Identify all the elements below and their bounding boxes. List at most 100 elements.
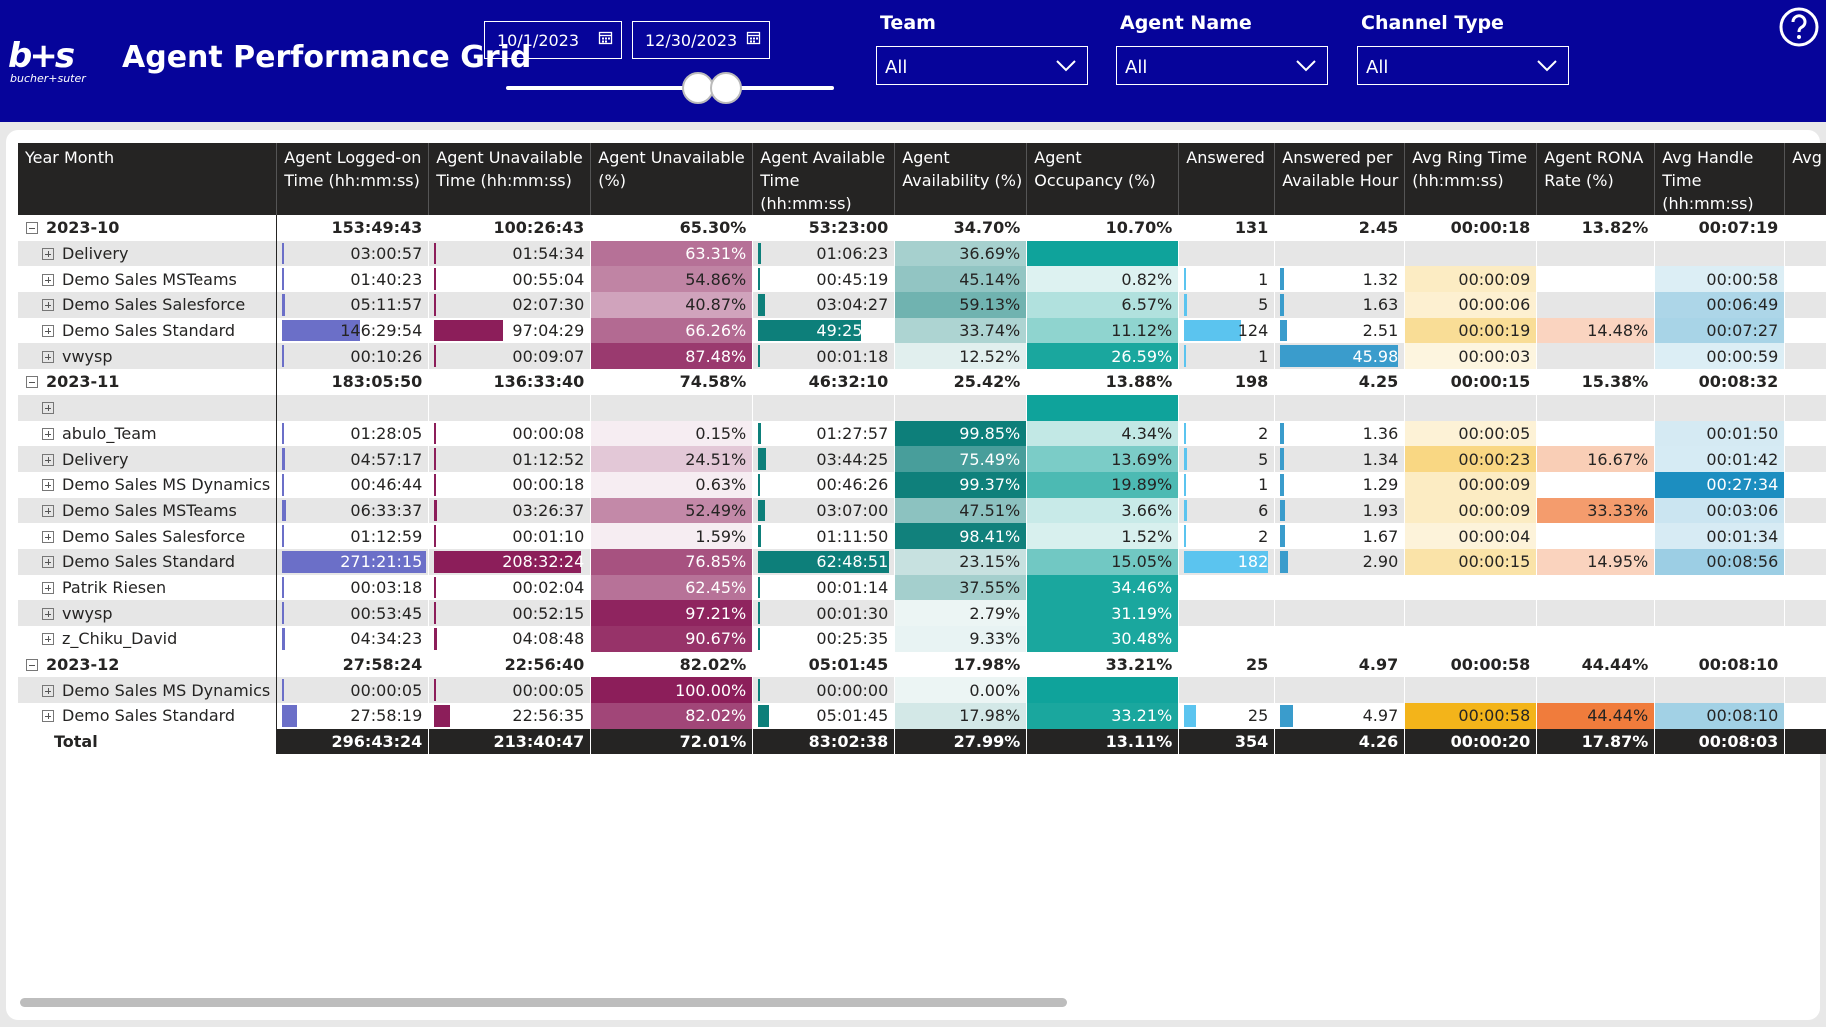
- cell-value: 00:53:45: [350, 603, 423, 623]
- expand-icon[interactable]: [42, 530, 54, 543]
- expand-icon[interactable]: [42, 299, 54, 312]
- table-cell: 19.89%: [1026, 471, 1180, 498]
- column-header[interactable]: Agent RONA Rate (%): [1536, 143, 1656, 215]
- horizontal-scrollbar[interactable]: [20, 998, 1067, 1007]
- expand-icon[interactable]: [42, 427, 54, 440]
- cell-value: 296:43:24: [331, 732, 423, 752]
- team-label[interactable]: vwysp: [18, 600, 278, 626]
- team-label[interactable]: Demo Sales Salesforce: [18, 292, 278, 318]
- expand-icon[interactable]: [42, 710, 54, 723]
- collapse-icon[interactable]: [26, 222, 38, 235]
- calendar-icon[interactable]: [598, 30, 613, 45]
- table-cell: 00:01:14: [752, 574, 896, 601]
- expand-icon[interactable]: [42, 402, 54, 415]
- expand-icon[interactable]: [42, 556, 54, 569]
- team-label[interactable]: Demo Sales MSTeams: [18, 266, 278, 293]
- cell-value: 00:27:34: [1706, 475, 1779, 495]
- column-header[interactable]: Agent Availability (%): [894, 143, 1028, 215]
- table-cell: 00:09:07: [428, 343, 592, 370]
- table-cell: 00:03:06: [1654, 497, 1786, 524]
- column-header[interactable]: Agent Available Time (hh:mm:ss): [752, 143, 896, 215]
- team-label[interactable]: Demo Sales MS Dynamics: [18, 677, 278, 704]
- total-label[interactable]: Total: [18, 728, 278, 755]
- expand-icon[interactable]: [42, 607, 54, 620]
- expand-icon[interactable]: [42, 325, 54, 338]
- table-cell: [1536, 292, 1656, 318]
- date-range-slider-track[interactable]: [506, 86, 834, 90]
- expand-icon[interactable]: [42, 504, 54, 517]
- data-bar: [758, 550, 890, 573]
- column-header[interactable]: Agent Logged-on Time (hh:mm:ss): [276, 143, 430, 215]
- expand-icon[interactable]: [42, 350, 54, 363]
- column-header[interactable]: Answered: [1178, 143, 1276, 215]
- month-label[interactable]: 2023-12: [18, 651, 278, 678]
- column-header[interactable]: Avg: [1784, 143, 1826, 215]
- collapse-icon[interactable]: [26, 376, 38, 389]
- channel-type-filter-dropdown[interactable]: All: [1357, 46, 1569, 85]
- team-label[interactable]: abulo_Team: [18, 420, 278, 447]
- expand-icon[interactable]: [42, 273, 54, 286]
- start-date-input[interactable]: 10/1/2023: [484, 21, 622, 59]
- cell-value: 13.11%: [1105, 732, 1173, 752]
- table-cell: 1: [1178, 343, 1276, 370]
- team-label[interactable]: Demo Sales Standard: [18, 317, 278, 344]
- team-label[interactable]: z_Chiku_David: [18, 626, 278, 652]
- expand-icon[interactable]: [42, 453, 54, 466]
- cell-value: 00:07:19: [1698, 218, 1779, 238]
- column-header[interactable]: Answered per Available Hour: [1274, 143, 1406, 215]
- calendar-icon[interactable]: [746, 30, 761, 45]
- cell-value: 00:00:04: [1458, 526, 1531, 546]
- data-bar: [1280, 294, 1285, 316]
- team-label[interactable]: Demo Sales Salesforce: [18, 523, 278, 549]
- team-label[interactable]: vwysp: [18, 343, 278, 370]
- month-label[interactable]: 2023-11: [18, 369, 278, 395]
- table-cell: 00:06:49: [1654, 292, 1786, 318]
- cell-value: 83:02:38: [808, 732, 889, 752]
- date-range-end-handle[interactable]: [710, 72, 742, 104]
- team-label[interactable]: Demo Sales MSTeams: [18, 497, 278, 524]
- cell-value: 124: [1237, 321, 1269, 341]
- cell-value: 04:34:23: [350, 629, 423, 649]
- expand-icon[interactable]: [42, 479, 54, 492]
- help-question-icon[interactable]: [1778, 6, 1820, 48]
- expand-icon[interactable]: [42, 248, 54, 261]
- expand-icon[interactable]: [42, 633, 54, 646]
- data-bar: [1280, 705, 1293, 727]
- column-header[interactable]: Agent Unavailable (%): [590, 143, 754, 215]
- table-cell: 00:00:18: [1404, 215, 1538, 241]
- team-filter-dropdown[interactable]: All: [876, 46, 1088, 85]
- expand-icon[interactable]: [42, 581, 54, 594]
- collapse-icon[interactable]: [26, 659, 38, 672]
- team-label[interactable]: Delivery: [18, 240, 278, 267]
- team-label[interactable]: Patrik Riesen: [18, 574, 278, 601]
- data-bar: [434, 294, 437, 316]
- expand-icon[interactable]: [42, 684, 54, 697]
- agent-name-filter-dropdown[interactable]: All: [1116, 46, 1328, 85]
- team-label[interactable]: [18, 394, 278, 421]
- table-cell: 59.13%: [894, 292, 1028, 318]
- column-header[interactable]: Agent Unavailable Time (hh:mm:ss): [428, 143, 592, 215]
- column-header[interactable]: Agent Occupancy (%): [1026, 143, 1180, 215]
- data-bar: [282, 448, 285, 470]
- team-label[interactable]: Demo Sales Standard: [18, 548, 278, 575]
- table-cell: 25: [1178, 651, 1276, 678]
- cell-value: 00:00:18: [1450, 218, 1531, 238]
- data-bar: [758, 319, 862, 342]
- end-date-input[interactable]: 12/30/2023: [632, 21, 770, 59]
- table-cell: 00:00:09: [1404, 497, 1538, 524]
- cell-value: 0.15%: [695, 423, 747, 443]
- column-header[interactable]: Avg Handle Time (hh:mm:ss): [1654, 143, 1786, 215]
- column-header[interactable]: Year Month: [18, 143, 278, 215]
- data-bar: [758, 705, 769, 727]
- month-label[interactable]: 2023-10: [18, 215, 278, 241]
- cell-value: 00:08:32: [1698, 372, 1779, 392]
- cell-value: 30.48%: [1111, 629, 1173, 649]
- column-header[interactable]: Avg Ring Time (hh:mm:ss): [1404, 143, 1538, 215]
- team-label[interactable]: Demo Sales MS Dynamics: [18, 471, 278, 498]
- table-cell: 36.69%: [894, 240, 1028, 267]
- cell-value: 6.57%: [1121, 295, 1173, 315]
- team-label[interactable]: Demo Sales Standard: [18, 703, 278, 729]
- table-cell: [428, 394, 592, 421]
- team-label[interactable]: Delivery: [18, 446, 278, 472]
- table-cell: 00:27:34: [1654, 471, 1786, 498]
